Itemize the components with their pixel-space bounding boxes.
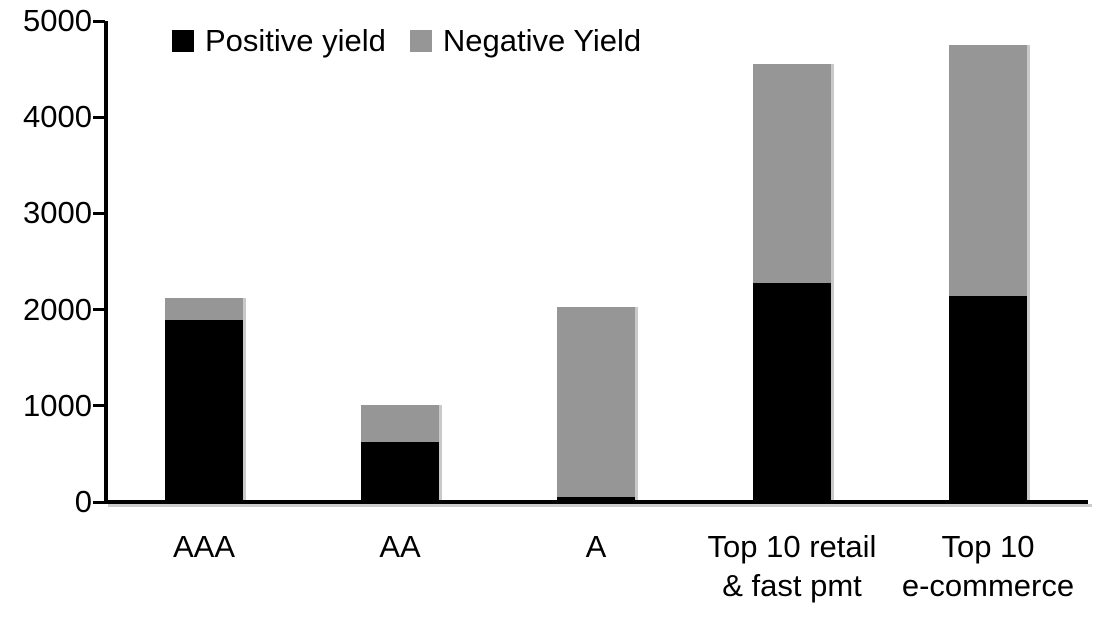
negative-yield-swatch-icon	[409, 30, 432, 52]
legend-item-positive-yield: Positive yield	[172, 24, 386, 58]
x-axis-category-label-line: & fast pmt	[722, 568, 862, 603]
y-axis-tick-label: 5000	[23, 3, 92, 38]
y-axis-tick	[93, 500, 105, 504]
bar-stack	[557, 306, 635, 502]
y-axis-tick-label: 1000	[23, 387, 92, 423]
bar-segment-positive-yield	[361, 442, 439, 502]
bar-segment-negative-yield	[949, 45, 1027, 297]
legend-label-positive-yield: Positive yield	[205, 23, 386, 58]
x-axis-category-label: Top 10 retail & fast pmt	[662, 527, 922, 605]
x-axis-category-label: Top 10 e-commerce	[858, 527, 1102, 605]
bar-segment-positive-yield	[165, 320, 243, 502]
x-axis-category-label-line: Top 10 retail	[707, 529, 877, 564]
bar-stack	[949, 45, 1027, 502]
bar-segment-negative-yield	[361, 404, 439, 443]
x-axis-category-label-line: e-commerce	[901, 568, 1075, 603]
y-axis-tick	[93, 404, 105, 408]
x-axis-category-label-line: AA	[379, 529, 421, 564]
y-axis-line	[104, 21, 108, 502]
y-axis-tick-label: 3000	[23, 195, 92, 231]
x-axis-line	[104, 500, 1088, 504]
bar-segment-negative-yield	[557, 306, 635, 498]
y-axis-tick	[93, 115, 105, 119]
legend: Positive yield Negative Yield	[172, 24, 641, 58]
bar-stack	[165, 298, 243, 502]
y-axis-tick	[93, 308, 105, 312]
x-axis-category-label: A	[466, 527, 726, 566]
x-axis-category-label: AA	[270, 527, 530, 566]
bar-segment-negative-yield	[165, 298, 243, 321]
x-axis-category-label: AAA	[74, 527, 334, 566]
y-axis-tick-label: 0	[74, 484, 92, 519]
bar-segment-positive-yield	[949, 296, 1027, 502]
bar-segment-negative-yield	[753, 64, 831, 283]
legend-item-negative-yield: Negative Yield	[409, 23, 642, 58]
y-axis-tick	[93, 19, 105, 23]
x-axis-category-label-line: A	[585, 529, 607, 564]
x-axis-category-label-line: AAA	[172, 529, 236, 564]
bar-segment-positive-yield	[557, 497, 635, 502]
bar-segment-positive-yield	[753, 282, 831, 502]
y-axis-tick-label: 2000	[23, 291, 92, 327]
positive-yield-swatch-icon	[172, 30, 194, 52]
bar-stack	[753, 64, 831, 502]
y-axis-tick-label: 4000	[23, 99, 92, 135]
x-axis-shadow	[108, 504, 1092, 507]
bar-stack	[361, 404, 439, 502]
y-axis-tick	[93, 211, 105, 215]
x-axis-category-label-line: Top 10	[941, 529, 1035, 564]
legend-label-negative-yield: Negative Yield	[442, 23, 642, 58]
